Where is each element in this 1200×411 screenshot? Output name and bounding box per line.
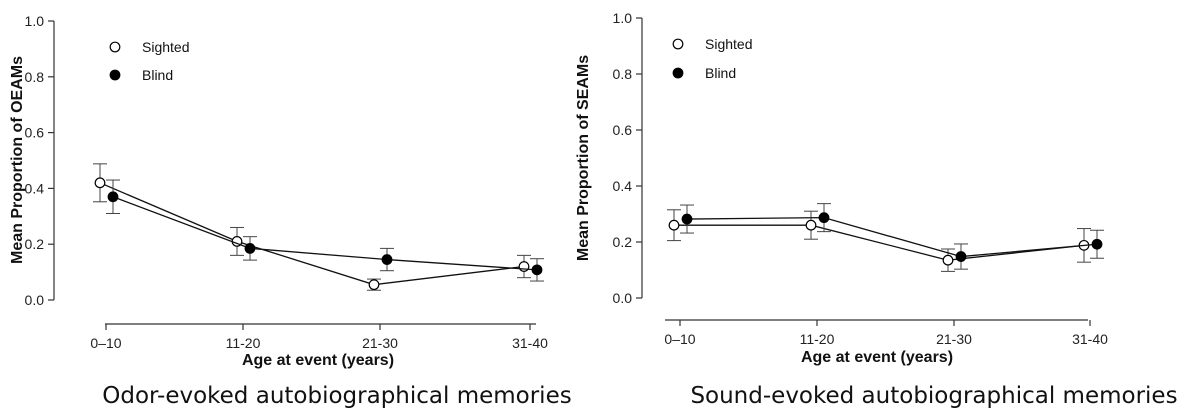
data-point-blind	[955, 251, 967, 262]
y-tick-label: 0.4	[25, 180, 45, 196]
x-axis-label: Age at event (years)	[801, 349, 953, 366]
legend: Sighted Blind	[672, 36, 752, 81]
plot-area	[667, 203, 1104, 272]
chart-caption: Odor-evoked autobiographical memories	[102, 383, 571, 409]
legend-label-blind: Blind	[705, 65, 736, 81]
data-point-blind	[107, 191, 119, 203]
data-point-blind	[818, 212, 830, 224]
x-tick-label: 11-20	[226, 335, 261, 351]
y-tick-label: 0.4	[613, 178, 633, 194]
y-ticks: 0.0 0.2 0.4 0.6 0.8 1.0	[25, 13, 54, 308]
chart-caption: Sound-evoked autobiographical memories	[690, 383, 1177, 409]
data-point-blind	[531, 264, 543, 276]
y-tick-label: 0.2	[613, 234, 633, 250]
x-tick-label: 21-30	[362, 335, 398, 351]
data-point-sighted	[94, 177, 106, 189]
data-point-sighted	[668, 219, 680, 231]
x-tick-label: 0–10	[664, 331, 695, 347]
data-point-sighted	[805, 219, 817, 231]
x-tick-label: 11-20	[800, 331, 835, 347]
data-point-sighted	[942, 254, 954, 266]
data-point-blind	[381, 254, 393, 265]
y-axis-label: Mean Proportion of SEAMs	[575, 55, 592, 261]
y-axis-label: Mean Proportion of OEAMs	[9, 56, 26, 264]
x-tick-label: 0–10	[90, 335, 121, 351]
y-tick-label: 0.8	[613, 66, 633, 82]
legend: Sighted Blind	[109, 39, 189, 83]
y-tick-label: 0.6	[613, 122, 633, 138]
y-tick-label: 1.0	[613, 10, 633, 26]
x-ticks: 0–10 11-20 21-30 31-40	[90, 324, 548, 351]
x-ticks: 0–10 11-20 21-30 31-40	[664, 320, 1108, 347]
y-tick-label: 0.2	[25, 236, 45, 252]
y-tick-label: 0.0	[25, 292, 45, 308]
x-tick-label: 31-40	[512, 335, 548, 351]
y-tick-label: 0.0	[613, 290, 633, 306]
legend-marker-sighted	[672, 38, 684, 50]
legend-label-sighted: Sighted	[142, 39, 189, 55]
legend-marker-blind	[672, 67, 684, 79]
data-point-sighted	[518, 261, 530, 272]
legend-label-sighted: Sighted	[705, 36, 752, 52]
x-axis-label: Age at event (years)	[242, 352, 394, 369]
y-ticks: 0.0 0.2 0.4 0.6 0.8 1.0	[613, 10, 642, 306]
series-line-blind	[112, 196, 538, 271]
data-point-blind	[681, 213, 693, 225]
legend-marker-blind	[109, 69, 121, 81]
y-tick-label: 1.0	[25, 13, 45, 29]
data-point-blind	[244, 242, 256, 254]
chart-panel-odor: 0.0 0.2 0.4 0.6 0.8 1.0 0–10 11-20 21-30 31-40 M…	[9, 13, 572, 409]
chart-panel-sound: 0.0 0.2 0.4 0.6 0.8 1.0 0–10 11-20 21-30 31-40 M…	[575, 10, 1178, 409]
series-line-blind	[686, 216, 1098, 258]
y-tick-label: 0.8	[25, 69, 45, 85]
data-point-sighted	[368, 279, 380, 291]
series-line-sighted	[674, 224, 1085, 261]
legend-marker-sighted	[109, 41, 121, 53]
legend-label-blind: Blind	[142, 67, 173, 83]
plot-area	[93, 163, 544, 291]
x-tick-label: 31-40	[1072, 331, 1108, 347]
series-line-sighted	[99, 182, 525, 286]
y-tick-label: 0.6	[25, 125, 45, 141]
data-point-blind	[1091, 238, 1103, 250]
x-tick-label: 21-30	[936, 331, 972, 347]
